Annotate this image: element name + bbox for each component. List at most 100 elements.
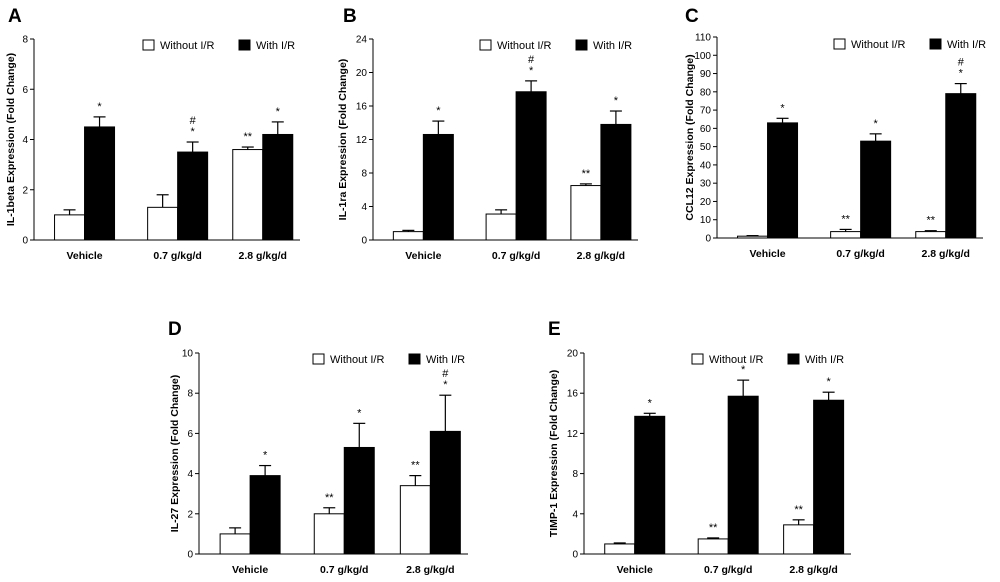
bar-with-ir — [860, 140, 892, 239]
y-tick-label: 30 — [700, 179, 712, 190]
legend-label-without-ir: Without I/R — [160, 40, 214, 52]
y-tick-label: 60 — [700, 124, 712, 135]
panel-letter: C — [685, 6, 699, 27]
significance-mark: * — [263, 450, 268, 462]
y-tick-label: 4 — [187, 469, 193, 480]
y-tick-label: 12 — [567, 429, 579, 440]
y-tick-label: 4 — [361, 202, 367, 213]
y-tick-label: 16 — [356, 102, 368, 113]
bar-without-ir — [313, 513, 345, 555]
bar-with-ir — [634, 415, 666, 555]
y-tick-label: 4 — [572, 509, 578, 520]
x-category-label: Vehicle — [749, 248, 785, 260]
panel-letter: D — [168, 319, 182, 340]
panel-c: C 0 10 20 30 40 50 60 70 80 90 100 110 CCL12 Expressi… — [684, 6, 986, 260]
bar-with-ir — [84, 126, 116, 241]
bar-without-ir — [783, 524, 815, 555]
y-tick-label: 20 — [700, 197, 712, 208]
panel-letter: E — [548, 319, 561, 340]
y-tick-label: 20 — [567, 349, 579, 360]
y-tick-label: 6 — [187, 429, 193, 440]
y-tick-label: 0 — [361, 236, 367, 247]
bar-without-ir — [219, 533, 251, 555]
significance-mark: * — [529, 65, 534, 77]
bar-with-ir — [249, 475, 281, 555]
legend-swatch-with-ir — [575, 39, 588, 51]
y-axis-label: IL-1beta Expression (Fold Change) — [5, 53, 17, 226]
x-category-label: Vehicle — [405, 250, 441, 262]
bar-with-ir — [813, 399, 845, 555]
y-tick-label: 0 — [705, 234, 711, 245]
x-category-label: 2.8 g/kg/d — [789, 564, 837, 576]
y-tick-label: 10 — [182, 349, 194, 360]
bar-without-ir — [570, 185, 602, 241]
significance-mark: ** — [794, 504, 803, 516]
significance-mark: # — [528, 54, 535, 66]
y-tick-label: 12 — [356, 135, 368, 146]
bar-with-ir — [945, 93, 977, 239]
bar-without-ir — [697, 538, 729, 555]
legend-label-with-ir: With I/R — [593, 40, 632, 52]
bar-with-ir — [727, 395, 759, 555]
x-category-label: 0.7 g/kg/d — [836, 248, 884, 260]
y-tick-label: 6 — [22, 85, 28, 96]
legend-label-without-ir: Without I/R — [330, 354, 384, 366]
y-tick-label: 70 — [700, 106, 712, 117]
legend-swatch-with-ir — [238, 39, 251, 51]
x-category-label: 0.7 g/kg/d — [492, 250, 540, 262]
bar-without-ir — [604, 543, 636, 555]
legend-swatch-without-ir — [479, 39, 492, 51]
significance-mark: * — [357, 407, 362, 419]
bar-with-ir — [422, 133, 454, 241]
significance-mark: # — [958, 57, 965, 69]
significance-mark: * — [741, 364, 746, 376]
significance-mark: ** — [582, 168, 591, 180]
significance-mark: # — [442, 368, 449, 380]
bar-with-ir — [177, 151, 209, 241]
significance-mark: ** — [411, 460, 420, 472]
x-category-label: 2.8 g/kg/d — [239, 250, 287, 262]
bar-with-ir — [767, 122, 799, 239]
bar-without-ir — [147, 206, 179, 241]
significance-mark: ** — [841, 213, 850, 225]
bar-without-ir — [915, 231, 947, 239]
legend-swatch-with-ir — [408, 353, 421, 365]
y-axis-label: IL-27 Expression (Fold Change) — [169, 375, 181, 533]
y-tick-label: 2 — [187, 509, 193, 520]
panel-b: B 0 4 8 12 16 20 24 IL-1ra Expression (Fold Chan… — [337, 6, 638, 262]
x-category-label: 0.7 g/kg/d — [320, 564, 368, 576]
x-category-label: 2.8 g/kg/d — [577, 250, 625, 262]
bar-without-ir — [485, 213, 517, 241]
y-tick-label: 20 — [356, 68, 368, 79]
y-tick-label: 110 — [695, 33, 711, 44]
y-axis-label: CCL12 Expression (Fold Change) — [684, 54, 696, 220]
significance-mark: * — [780, 102, 785, 114]
y-axis-label: IL-1ra Expression (Fold Change) — [337, 59, 349, 221]
bar-with-ir — [600, 123, 632, 241]
y-tick-label: 100 — [694, 51, 711, 62]
bar-with-ir — [515, 91, 547, 241]
significance-mark: ** — [325, 492, 334, 504]
legend-label-with-ir: With I/R — [426, 354, 465, 366]
legend-swatch-without-ir — [691, 353, 704, 365]
significance-mark: * — [436, 105, 441, 117]
legend-label-with-ir: With I/R — [947, 39, 986, 51]
bar-without-ir — [830, 231, 862, 239]
y-tick-label: 90 — [700, 69, 712, 80]
significance-mark: * — [276, 106, 281, 118]
significance-mark: * — [959, 68, 964, 80]
y-tick-label: 8 — [22, 35, 28, 46]
bar-without-ir — [399, 485, 431, 555]
panel-d: D 0 2 4 6 8 10 IL-27 Expression (Fold Change) Wi… — [168, 319, 468, 576]
panel-letter: B — [343, 6, 357, 27]
bar-without-ir — [54, 214, 86, 241]
x-category-label: 2.8 g/kg/d — [922, 248, 970, 260]
y-tick-label: 8 — [187, 389, 193, 400]
significance-mark: * — [443, 379, 448, 391]
y-tick-label: 80 — [700, 87, 712, 98]
y-tick-label: 2 — [22, 185, 28, 196]
x-category-label: 2.8 g/kg/d — [406, 564, 454, 576]
y-tick-label: 24 — [356, 35, 368, 46]
significance-mark: * — [97, 101, 102, 113]
legend-swatch-without-ir — [833, 38, 846, 50]
